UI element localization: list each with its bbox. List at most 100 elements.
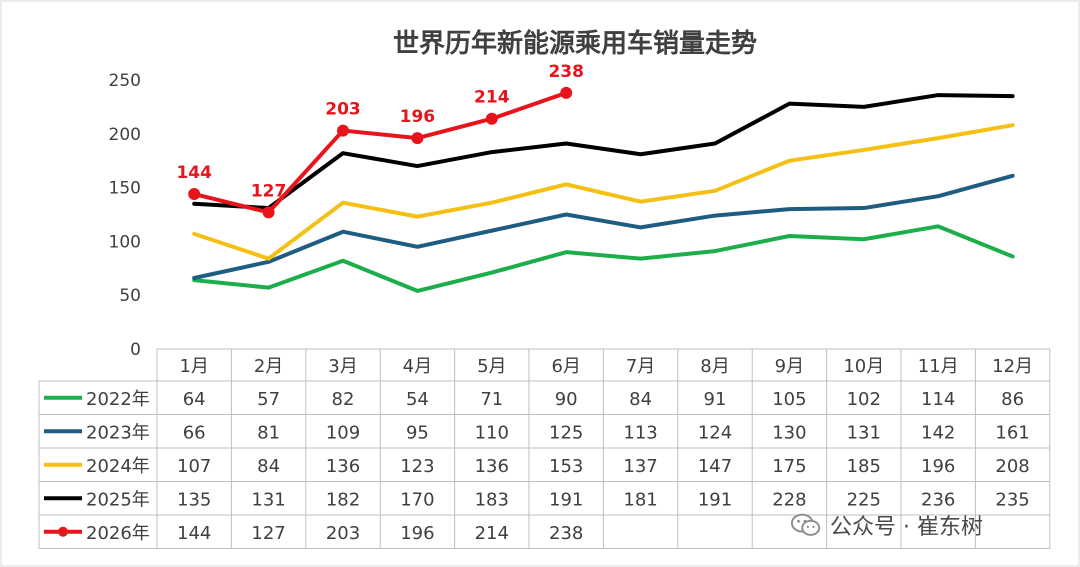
table-cell: 113	[623, 422, 657, 443]
table-cell: 183	[475, 489, 509, 510]
table-cell: 191	[549, 489, 583, 510]
data-label: 196	[400, 107, 436, 127]
watermark: 公众号 · 崔东树	[790, 508, 1060, 542]
table-cell: 191	[698, 489, 732, 510]
series-point	[188, 188, 201, 201]
table-cell: 66	[183, 422, 206, 443]
watermark-text: 公众号 · 崔东树	[830, 515, 983, 540]
category-label: 12月	[992, 356, 1033, 377]
table-cell: 170	[400, 489, 434, 510]
table-cell: 175	[772, 456, 806, 477]
table-cell: 114	[921, 389, 955, 410]
series-line	[192, 224, 1015, 293]
table-cell: 181	[623, 489, 657, 510]
table-cell: 144	[177, 523, 211, 544]
category-label: 7月	[626, 356, 655, 377]
legend-label: 2026年	[86, 523, 150, 544]
table-cell: 238	[549, 523, 583, 544]
table-cell: 127	[251, 523, 285, 544]
series-line	[192, 123, 1015, 261]
data-label: 238	[548, 62, 584, 82]
table-cell: 136	[326, 456, 360, 477]
table-cell: 182	[326, 489, 360, 510]
table-cell: 71	[480, 389, 503, 410]
category-label: 10月	[843, 356, 884, 377]
table-cell: 196	[400, 523, 434, 544]
table-cell: 235	[995, 489, 1029, 510]
table-cell: 64	[183, 389, 206, 410]
series-line	[192, 93, 1015, 211]
series-point	[337, 124, 349, 137]
table-cell: 185	[847, 456, 881, 477]
table-cell: 196	[921, 456, 955, 477]
wechat-icon	[790, 513, 821, 536]
data-label: 127	[251, 181, 287, 201]
table-cell: 109	[326, 422, 360, 443]
table-cell: 131	[251, 489, 285, 510]
category-label: 8月	[700, 356, 729, 377]
data-label: 203	[325, 100, 361, 120]
table-cell: 228	[772, 489, 806, 510]
table-cell: 95	[406, 422, 429, 443]
table-cell: 90	[555, 389, 578, 410]
category-label: 2月	[254, 356, 283, 377]
category-label: 6月	[551, 356, 580, 377]
plot-area: 144 127 203 196 214 238	[176, 62, 1015, 293]
y-tick-label: 100	[109, 232, 141, 252]
series-point	[560, 86, 573, 99]
category-label: 9月	[775, 356, 804, 377]
legend-label: 2025年	[86, 489, 150, 510]
table-cell: 130	[772, 422, 806, 443]
table-cell: 142	[921, 422, 955, 443]
table-cell: 124	[698, 422, 732, 443]
table-cell: 57	[257, 389, 280, 410]
table-cell: 147	[698, 456, 732, 477]
table-cell: 208	[995, 456, 1029, 477]
category-label: 5月	[477, 356, 506, 377]
table-cell: 110	[475, 422, 509, 443]
category-label: 3月	[328, 356, 357, 377]
table-cell: 107	[177, 456, 211, 477]
table-cell: 136	[475, 456, 509, 477]
category-label: 11月	[918, 356, 959, 377]
table-cell: 214	[475, 523, 509, 544]
category-label: 1月	[179, 356, 208, 377]
data-label: 144	[176, 163, 212, 183]
table-cell: 91	[704, 389, 727, 410]
table-cell: 125	[549, 422, 583, 443]
table-cell: 131	[847, 422, 881, 443]
y-tick-label: 150	[109, 179, 141, 199]
table-cell: 105	[772, 389, 806, 410]
table-cell: 54	[406, 389, 429, 410]
series-point	[262, 206, 275, 219]
series-line	[192, 173, 1015, 280]
table-cell: 102	[847, 389, 881, 410]
table-cell: 84	[257, 456, 280, 477]
y-tick-label: 0	[130, 340, 141, 360]
series-point	[411, 132, 424, 145]
table-cell: 135	[177, 489, 211, 510]
series-point	[485, 112, 498, 125]
table-cell: 203	[326, 523, 360, 544]
legend-key-marker	[58, 526, 68, 537]
y-tick-label: 50	[119, 286, 141, 306]
table-cell: 82	[332, 389, 355, 410]
y-tick-label: 200	[109, 125, 141, 145]
table-cell: 81	[257, 422, 280, 443]
table-cell: 137	[623, 456, 657, 477]
table-cell: 123	[400, 456, 434, 477]
chart-title: 世界历年新能源乘用车销量走势	[393, 28, 757, 59]
legend-label: 2022年	[86, 389, 150, 410]
data-table: 1月 2月 3月 4月 5月 6月 7月 8月 9月 10月 11月 12月 2022年 64 57 82 54…	[38, 348, 1051, 549]
y-axis: 0 50 100 150 200 250	[109, 71, 141, 360]
table-cell: 86	[1001, 389, 1024, 410]
table-cell: 153	[549, 456, 583, 477]
y-tick-label: 250	[109, 71, 141, 91]
table-cell: 161	[995, 422, 1029, 443]
data-label: 214	[474, 88, 510, 108]
series-line	[192, 90, 569, 215]
table-cell: 84	[629, 389, 652, 410]
legend-label: 2024年	[86, 456, 150, 477]
table-cell: 225	[847, 489, 881, 510]
